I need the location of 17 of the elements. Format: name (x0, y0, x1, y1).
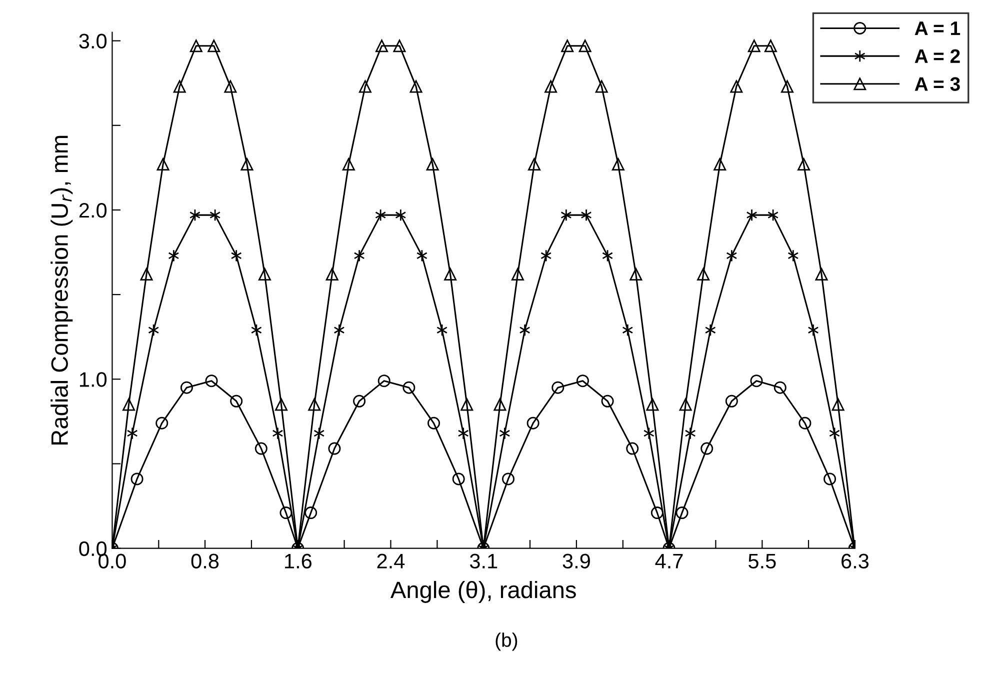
x-tick-label: 6.3 (842, 554, 869, 568)
x-tick-label: 2.4 (377, 554, 405, 568)
x-tick-label: 0.8 (191, 554, 219, 568)
x-tick-label: 4.7 (655, 554, 683, 568)
y-axis-title: Radial Compression (U$_{r}$), mm (50, 136, 73, 444)
x-tick-label: 3.9 (562, 554, 590, 568)
legend-label: A = 3 (914, 77, 960, 91)
x-tick-label: 1.6 (285, 554, 312, 568)
x-tick-label: 3.1 (470, 554, 498, 568)
y-tick-label: 3.0 (79, 34, 107, 49)
text: (b) (496, 632, 518, 651)
y-tick-label: 2.0 (79, 202, 107, 218)
y-tick-label: 1.0 (80, 372, 107, 387)
x-axis-title: Angle (θ), radians (390, 580, 576, 603)
x-tick-label: 5.5 (748, 554, 776, 568)
legend-label: A = 1 (914, 22, 960, 36)
legend-label: A = 2 (914, 49, 960, 63)
